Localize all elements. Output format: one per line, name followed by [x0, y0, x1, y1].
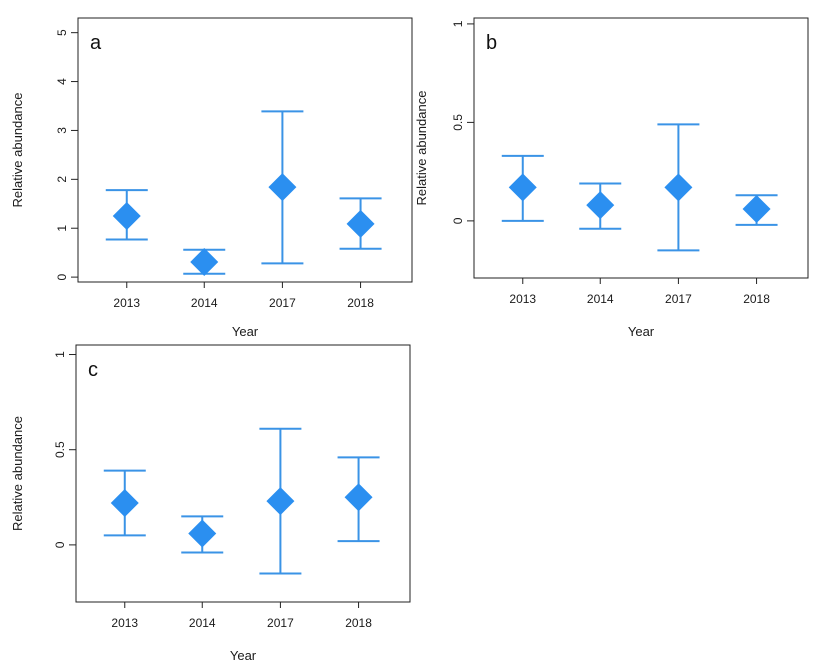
y-tick-label: 0 — [451, 217, 465, 224]
x-tick-label: 2013 — [509, 292, 536, 306]
data-point-2017 — [268, 173, 297, 202]
panel-label: b — [486, 32, 497, 54]
x-tick-label: 2017 — [267, 616, 294, 630]
x-axis-label: Year — [628, 324, 655, 339]
y-axis-label: Relative abundance — [414, 91, 429, 206]
panel-label: a — [90, 32, 102, 54]
y-tick-label: 1 — [55, 225, 69, 232]
x-axis-label: Year — [230, 648, 257, 663]
y-tick-label: 3 — [55, 127, 69, 134]
chart-panel-b: 0 0.5 1 2013 2014 2017 2018 Year Relative abunda… — [414, 17, 809, 339]
y-tick-label: 4 — [55, 78, 69, 85]
y-tick-label: 1 — [53, 351, 67, 358]
data-point-2017 — [664, 173, 693, 202]
x-tick-label: 2018 — [347, 296, 374, 310]
data-point-2018 — [742, 195, 771, 224]
data-point-2013 — [508, 173, 537, 202]
x-tick-label: 2018 — [345, 616, 372, 630]
x-tick-label: 2014 — [189, 616, 216, 630]
data-point-2017 — [266, 487, 295, 516]
y-tick-label: 0 — [55, 273, 69, 280]
x-tick-label: 2017 — [665, 292, 692, 306]
data-point-2014 — [586, 191, 615, 220]
plot-frame — [75, 344, 411, 603]
data-point-2014 — [188, 519, 217, 548]
y-tick-label: 5 — [55, 29, 69, 36]
y-axis-label: Relative abundance — [10, 416, 25, 531]
y-tick-label: 0.5 — [53, 441, 67, 458]
y-tick-label: 2 — [55, 176, 69, 183]
x-axis-label: Year — [232, 324, 259, 339]
chart-panel-c: 0 0.5 1 2013 2014 2017 2018 Year Relative abunda… — [10, 344, 411, 663]
data-point-2013 — [112, 202, 141, 230]
chart-panel-a: 0 1 2 3 4 5 2013 2014 2017 2018 Year Relative abund… — [10, 17, 413, 339]
data-point-2018 — [346, 209, 375, 238]
y-tick-label: 0.5 — [451, 114, 465, 131]
y-tick-label: 0 — [53, 541, 67, 548]
x-tick-label: 2017 — [269, 296, 296, 310]
data-point-2018 — [344, 483, 373, 512]
x-tick-label: 2013 — [113, 296, 140, 310]
x-tick-label: 2014 — [191, 296, 218, 310]
plot-frame — [473, 17, 809, 279]
x-tick-label: 2018 — [743, 292, 770, 306]
panel-label: c — [88, 359, 98, 381]
x-tick-label: 2013 — [111, 616, 138, 630]
y-tick-label: 1 — [451, 20, 465, 27]
plot-frame — [77, 17, 413, 283]
data-point-2013 — [110, 489, 139, 518]
y-axis-label: Relative abundance — [10, 93, 25, 208]
data-point-2014 — [190, 247, 219, 276]
x-tick-label: 2014 — [587, 292, 614, 306]
